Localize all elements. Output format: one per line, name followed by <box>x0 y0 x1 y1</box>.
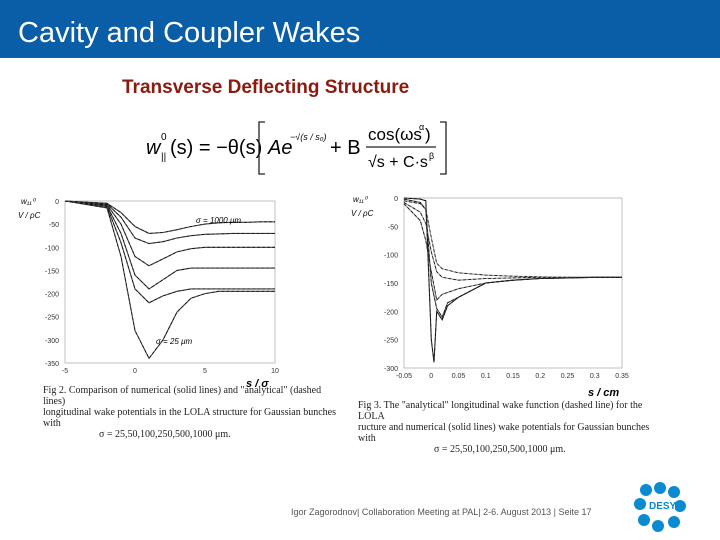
fig1-series-line <box>64 200 275 360</box>
fig1-series-dashed-line <box>64 200 275 267</box>
fig2-x-tick-label: 0 <box>429 373 433 380</box>
fig2-x-tick-label: 0.35 <box>615 373 629 380</box>
fig2-series-dashed-line <box>403 202 622 281</box>
fig2-series-dashed-line <box>403 203 622 301</box>
title-bar: Cavity and Coupler Wakes <box>0 0 720 58</box>
fig1-series-line <box>64 200 275 290</box>
formula-term1-exp: −√(s / s₀) <box>290 132 326 142</box>
slide-footer: Igor Zagorodnov| Collaboration Meeting a… <box>291 507 592 517</box>
formula-num-exp: α <box>419 122 424 132</box>
fig2-y-tick-label: -150 <box>384 281 398 288</box>
logo-dot <box>654 482 666 494</box>
fig1-x-tick-label: 0 <box>133 368 137 375</box>
fig1-series-dashed-line <box>64 200 275 360</box>
formula-numerator: cos(ωs <box>368 125 422 144</box>
formula-lhs-arg: (s) = −θ(s) <box>170 137 262 159</box>
fig1-series-dashed-line <box>64 200 275 245</box>
fig1-y-tick-label: 0 <box>55 199 59 206</box>
fig1-y-tick-label: -150 <box>45 268 59 275</box>
fig1-ylabel-top: w₁₁⁰ <box>21 197 37 206</box>
wake-formula: w 0 || (s) = −θ(s) Ae −√(s / s₀) + B cos… <box>146 121 447 175</box>
logo-dot <box>652 520 664 532</box>
fig1-annotation-bottom: σ = 25 μm <box>156 337 192 346</box>
logo-text: DESY <box>649 501 677 512</box>
fig1-y-tick-label: -300 <box>45 338 59 345</box>
slide-subtitle: Transverse Deflecting Structure <box>122 77 410 98</box>
fig2-x-tick-label: 0.1 <box>481 373 491 380</box>
fig2-x-tick-label: 0.2 <box>535 373 545 380</box>
formula-lhs: w <box>146 137 162 159</box>
fig2-caption-line: ructure and numerical (solid lines) wake… <box>358 422 650 444</box>
fig2-y-tick-label: -100 <box>384 253 398 260</box>
fig1-y-tick-label: -200 <box>45 292 59 299</box>
fig1-series-line <box>64 200 275 304</box>
fig2-x-tick-label: 0.05 <box>452 373 466 380</box>
logo-dot <box>638 514 650 526</box>
formula-den-exp: β <box>429 151 434 161</box>
logo-dot <box>634 498 646 510</box>
slide-title: Cavity and Coupler Wakes <box>18 17 361 49</box>
logo-dot <box>668 516 680 528</box>
logo-dot <box>674 500 686 512</box>
formula-bracket-left <box>258 121 265 175</box>
fig2-series-line <box>403 200 622 278</box>
fig2-caption-line: σ = 25,50,100,250,500,1000 μm. <box>434 444 566 455</box>
fig2-xlabel: s / cm <box>588 387 619 399</box>
formula-lhs-sup: 0 <box>161 132 167 143</box>
fig2-caption: Fig 3. The "analytical" longitudinal wak… <box>358 400 658 455</box>
fig1-y-tick-label: -250 <box>45 315 59 322</box>
fig1-caption-line: longitudinal wake potentials in the LOLA… <box>43 407 336 429</box>
fig1-series-dashed-line <box>64 200 275 234</box>
fig1-caption: Fig 2. Comparison of numerical (solid li… <box>43 385 338 440</box>
fig1-x-tick-label: 10 <box>271 368 279 375</box>
formula-lhs-sub: || <box>161 152 166 163</box>
logo-dot <box>640 484 652 496</box>
fig1-xlabel: s / σ <box>246 378 269 388</box>
formula-term1: Ae <box>267 137 292 159</box>
fig1-ylabel-bottom: V / ρC <box>18 211 41 220</box>
fig2-caption-line: Fig 3. The "analytical" longitudinal wak… <box>358 400 643 422</box>
fig2-plot-frame <box>403 197 623 369</box>
fig2-series-dashed-line <box>403 200 622 278</box>
formula-num-close: ) <box>425 125 431 144</box>
fig2-x-tick-label: 0.25 <box>561 373 575 380</box>
fig2-series-line <box>403 203 622 302</box>
fig2-ylabel-bottom: V / ρC <box>351 209 374 218</box>
fig1-caption-line: Fig 2. Comparison of numerical (solid li… <box>43 385 322 407</box>
fig2-series-line <box>403 202 622 281</box>
fig2-ylabel-top: w₁₁⁰ <box>353 195 369 204</box>
fig2-series-dashed-line <box>403 197 622 363</box>
desy-logo: DESY <box>634 482 686 532</box>
fig2-y-tick-label: -250 <box>384 338 398 345</box>
fig1-series-dashed-line <box>64 200 275 290</box>
fig1-plot-frame <box>64 200 276 364</box>
logo-text-box <box>647 498 675 512</box>
fig2-y-tick-label: 0 <box>394 196 398 203</box>
fig1-caption-line: σ = 25,50,100,250,500,1000 μm. <box>99 429 231 440</box>
formula-denominator: √s + C·s <box>368 154 428 171</box>
fig1-series-dashed-line <box>64 200 275 304</box>
fig2-y-tick-label: -300 <box>384 366 398 373</box>
figure-left: w₁₁⁰ V / ρC 0-50-100-150-200-250-300-350… <box>18 197 279 388</box>
fig2-x-tick-label: 0.3 <box>590 373 600 380</box>
formula-bracket-right <box>440 121 447 175</box>
fig1-y-tick-label: -50 <box>49 222 59 229</box>
fig1-annotation-top: σ = 1000 μm <box>196 216 241 225</box>
logo-dot <box>668 486 680 498</box>
fig1-x-tick-label: -5 <box>62 368 68 375</box>
fig1-y-tick-label: -100 <box>45 245 59 252</box>
fig2-y-tick-label: -50 <box>388 224 398 231</box>
fig1-x-tick-label: 5 <box>203 368 207 375</box>
fig2-x-tick-label: -0.05 <box>396 373 412 380</box>
formula-plus: + B <box>330 137 361 159</box>
fig1-y-tick-label: -350 <box>45 361 59 368</box>
figure-right: w₁₁⁰ V / ρC 0 -50 -100 -150 -200 -250 -300 -0.… <box>351 195 629 399</box>
fig2-y-tick-label: -200 <box>384 309 398 316</box>
fig2-x-tick-label: 0.15 <box>506 373 520 380</box>
